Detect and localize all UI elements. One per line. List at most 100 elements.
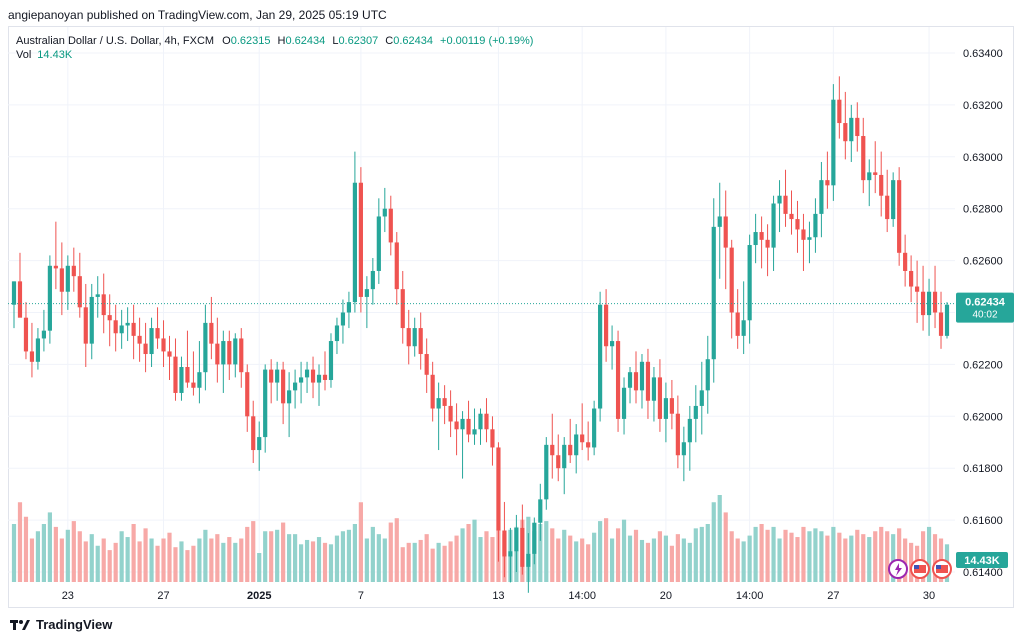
- volume-bar: [364, 538, 369, 582]
- change-value: +0.00119 (+0.19%): [440, 35, 534, 47]
- y-tick-label: 0.61800: [963, 463, 1003, 475]
- candle-body: [215, 343, 220, 365]
- y-tick-label: 0.62000: [963, 411, 1003, 423]
- candle-body: [191, 382, 196, 388]
- volume-bar: [143, 528, 148, 582]
- volume-bar: [47, 512, 52, 582]
- candle-body: [502, 530, 507, 557]
- candle-body: [867, 172, 872, 181]
- volume-bar: [693, 528, 698, 582]
- volume-bar: [71, 521, 76, 582]
- x-tick-label: 14:00: [568, 590, 596, 602]
- candle-body: [298, 377, 304, 383]
- event-icons[interactable]: [888, 559, 952, 579]
- volume-bar: [926, 526, 932, 582]
- volume-bar: [586, 544, 591, 582]
- volume-bar: [747, 535, 752, 582]
- candle-body: [358, 182, 363, 297]
- candle-body: [932, 291, 938, 313]
- volume-bar: [358, 502, 363, 582]
- volume-bar: [412, 542, 417, 582]
- volume-bar: [849, 535, 854, 582]
- candle-body: [580, 434, 585, 443]
- candle-body: [592, 408, 597, 448]
- candle-body: [633, 372, 639, 391]
- volume-bar: [783, 529, 788, 582]
- volume-bar: [394, 518, 399, 582]
- candle-body: [167, 351, 172, 357]
- candle-body: [831, 99, 836, 186]
- x-tick-label: 27: [157, 590, 169, 602]
- candle-body: [909, 270, 914, 287]
- volume-bar: [101, 538, 106, 582]
- candle-body: [586, 442, 591, 448]
- candle-body: [430, 374, 435, 409]
- candle-body: [843, 123, 848, 142]
- volume-bar: [400, 547, 405, 582]
- x-tick-label: 13: [492, 590, 504, 602]
- volume-bar: [609, 538, 615, 582]
- volume-bar: [137, 541, 142, 582]
- volume-bar: [807, 531, 812, 582]
- candle-body: [340, 312, 346, 326]
- candle-body: [526, 553, 531, 567]
- volume-bar: [328, 544, 334, 582]
- candle-body: [657, 377, 663, 419]
- volume-bar: [717, 495, 722, 582]
- volume-bar: [478, 537, 483, 582]
- volume-label[interactable]: Vol: [16, 49, 32, 61]
- volume-bar: [83, 541, 88, 582]
- us-flag-icon-2: [936, 565, 948, 573]
- candle-body: [639, 361, 645, 391]
- candle-body: [47, 265, 52, 331]
- candle-body: [95, 294, 100, 297]
- volume-bar: [711, 502, 716, 582]
- volume-bar: [221, 542, 226, 582]
- last-price-text: 0.62434: [965, 297, 1006, 309]
- candle-body: [675, 413, 680, 456]
- candle-body: [735, 312, 740, 336]
- volume-bar: [430, 548, 435, 582]
- candle-body: [322, 374, 328, 380]
- candle-body: [454, 421, 459, 430]
- volume-bar: [233, 542, 238, 582]
- brand-name[interactable]: TradingView: [36, 617, 113, 632]
- volume-bar: [484, 531, 489, 582]
- candle-body: [711, 226, 716, 360]
- volume-bar: [759, 524, 764, 582]
- volume-bar: [903, 538, 908, 582]
- volume-bar: [41, 524, 46, 582]
- symbol-label[interactable]: Australian Dollar / U.S. Dollar, 4h, FXC…: [16, 35, 215, 47]
- candle-body: [304, 369, 310, 378]
- volume-bar: [131, 524, 136, 582]
- y-tick-label: 0.61600: [963, 515, 1003, 527]
- candle-body: [125, 322, 130, 326]
- candle-body: [185, 367, 190, 383]
- candle-body: [41, 330, 46, 339]
- candle-body: [113, 320, 118, 334]
- volume-bar: [705, 524, 710, 582]
- candle-body: [490, 429, 495, 448]
- candle-body: [837, 99, 842, 124]
- volume-bar: [316, 537, 322, 582]
- candle-body: [11, 281, 17, 305]
- candle-body: [233, 338, 238, 365]
- candle-body: [412, 328, 417, 347]
- candle-body: [448, 405, 453, 422]
- volume-bar: [813, 528, 818, 582]
- candle-body: [795, 219, 800, 230]
- volume-bar: [23, 516, 29, 582]
- lightning-glyph-icon: [895, 563, 902, 576]
- candle-body: [257, 437, 262, 451]
- candle-body: [29, 351, 35, 362]
- candle-body: [801, 229, 806, 240]
- volume-bar: [466, 524, 471, 582]
- us-flag-icon: [914, 565, 926, 573]
- volume-bar: [263, 531, 268, 582]
- volume-bar: [831, 526, 836, 582]
- candle-body: [789, 213, 794, 220]
- candle-body: [173, 356, 178, 393]
- volume-bar: [681, 538, 686, 582]
- x-tick-label: 20: [660, 590, 672, 602]
